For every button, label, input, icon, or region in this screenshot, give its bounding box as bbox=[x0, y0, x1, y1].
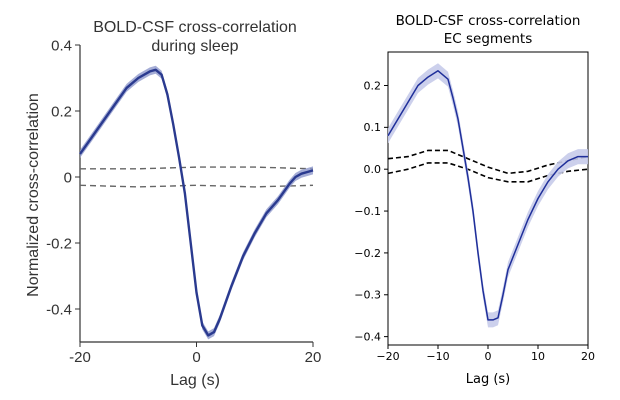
threshold-line-upper bbox=[80, 166, 314, 170]
right-chart-subtitle: EC segments bbox=[444, 31, 533, 47]
cross-correlation-line bbox=[79, 68, 314, 337]
left-plot-area: 0.4 0.2 0 -0.2 -0.4 -20 0 20 bbox=[46, 37, 321, 366]
y-tick-label: 0.1 bbox=[364, 121, 382, 134]
y-tick-label: -0.4 bbox=[46, 301, 72, 318]
x-tick-label: 20 bbox=[581, 350, 595, 363]
y-tick-label: 0.2 bbox=[364, 79, 382, 92]
right-x-axis-label: Lag (s) bbox=[466, 372, 511, 387]
y-tick-label: 0.4 bbox=[51, 37, 72, 54]
plot-frame bbox=[387, 51, 589, 346]
right-chart-title: BOLD-CSF cross-correlation bbox=[396, 13, 581, 29]
x-tick-label: 0 bbox=[192, 349, 200, 366]
y-tick-label: 0.0 bbox=[364, 163, 382, 176]
y-tick-label: −0.3 bbox=[354, 289, 381, 302]
y-tick-label: −0.2 bbox=[354, 247, 381, 260]
y-tick-label: 0.2 bbox=[51, 103, 72, 120]
x-tick-label: −10 bbox=[426, 350, 449, 363]
left-chart-subtitle: during sleep bbox=[151, 38, 238, 55]
y-tick-label: −0.1 bbox=[354, 205, 381, 218]
x-tick-label: -20 bbox=[69, 349, 91, 366]
threshold-line-lower bbox=[79, 184, 314, 188]
confidence-band bbox=[388, 63, 588, 328]
x-tick-label: −20 bbox=[376, 350, 399, 363]
right-plot-area: 0.2 0.1 0.0 −0.1 −0.2 −0.3 −0.4 −20 −10 0 10 20 bbox=[354, 51, 595, 363]
left-x-axis-label: Lag (s) bbox=[170, 372, 220, 389]
y-tick-label: 0 bbox=[64, 169, 72, 186]
y-tick-label: -0.2 bbox=[46, 235, 72, 252]
left-chart-title: BOLD-CSF cross-correlation bbox=[93, 19, 297, 36]
left-y-axis-label: Normalized cross-correlation bbox=[25, 93, 42, 297]
right-panel: BOLD-CSF cross-correlation EC segments L… bbox=[354, 13, 595, 387]
x-tick-label: 10 bbox=[531, 350, 545, 363]
threshold-line-upper bbox=[387, 149, 589, 175]
x-tick-label: 0 bbox=[485, 350, 492, 363]
x-tick-label: 20 bbox=[305, 349, 322, 366]
y-tick-label: −0.4 bbox=[354, 330, 381, 343]
cross-correlation-line bbox=[387, 70, 588, 321]
left-panel: BOLD-CSF cross-correlation during sleep … bbox=[25, 19, 321, 389]
